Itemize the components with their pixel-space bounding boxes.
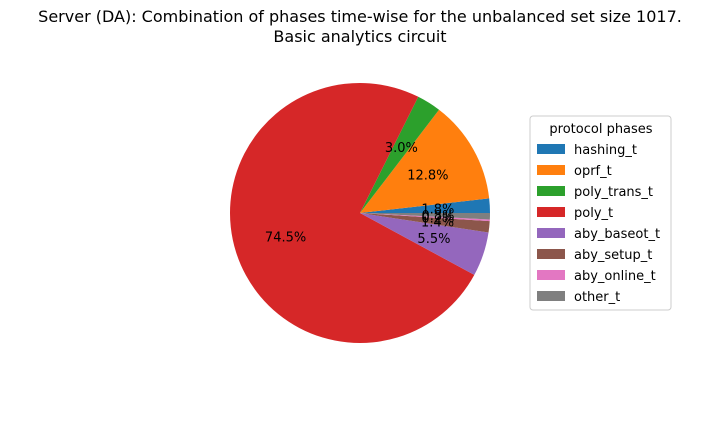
legend-swatch-aby-setup-t — [537, 249, 565, 259]
legend-swatch-other-t — [537, 291, 565, 301]
legend-label-oprf-t: oprf_t — [574, 164, 612, 179]
legend-frame — [529, 115, 672, 311]
pie-label-aby-baseot-t: 5.5% — [417, 232, 450, 247]
pie-label-poly-trans-t: 3.0% — [385, 141, 418, 156]
legend: protocol phases hashing_t oprf_t poly_tran… — [529, 115, 672, 311]
pie-slice-other-t — [360, 213, 490, 220]
chart-title-line-2: Basic analytics circuit — [273, 27, 446, 46]
pie-label-aby-setup-t: 1.4% — [421, 215, 454, 230]
pie-slice-hashing-t — [360, 198, 490, 213]
legend-label-aby-setup-t: aby_setup_t — [574, 248, 652, 263]
legend-swatch-aby-baseot-t — [537, 228, 565, 238]
pie-slice-aby-setup-t — [360, 213, 490, 233]
pie-label-oprf-t: 12.8% — [407, 169, 448, 184]
pie-slice-aby-online-t — [360, 213, 490, 222]
legend-label-poly-trans-t: poly_trans_t — [574, 185, 653, 200]
pie-label-poly-t: 74.5% — [265, 230, 306, 245]
pie-slice-oprf-t — [360, 109, 490, 213]
legend-swatch-poly-t — [537, 207, 565, 217]
legend-label-hashing-t: hashing_t — [574, 143, 637, 158]
pie-label-hashing-t: 1.8% — [421, 203, 454, 218]
chart-title-line-1: Server (DA): Combination of phases time-… — [38, 7, 682, 26]
legend-swatch-oprf-t — [537, 165, 565, 175]
legend-swatch-poly-trans-t — [537, 186, 565, 196]
pie-slice-poly-trans-t — [360, 96, 440, 213]
legend-label-aby-baseot-t: aby_baseot_t — [574, 227, 660, 242]
pie-label-other-t: 0.8% — [421, 209, 454, 224]
legend-swatch-hashing-t — [537, 144, 565, 154]
pie-percent-labels: 1.8% 12.8% 3.0% 74.5% 5.5% 1.4%0.2%0.8% — [265, 141, 455, 247]
pie-slices — [230, 83, 490, 344]
legend-label-aby-online-t: aby_online_t — [574, 269, 656, 284]
legend-label-other-t: other_t — [574, 290, 620, 305]
pie-slice-aby-baseot-t — [360, 213, 489, 275]
legend-label-poly-t: poly_t — [574, 206, 613, 221]
pie-label-aby-online-t: 0.2% — [421, 211, 454, 226]
legend-swatch-aby-online-t — [537, 270, 565, 280]
legend-title: protocol phases — [549, 122, 652, 137]
pie-slice-poly-t — [230, 83, 475, 344]
